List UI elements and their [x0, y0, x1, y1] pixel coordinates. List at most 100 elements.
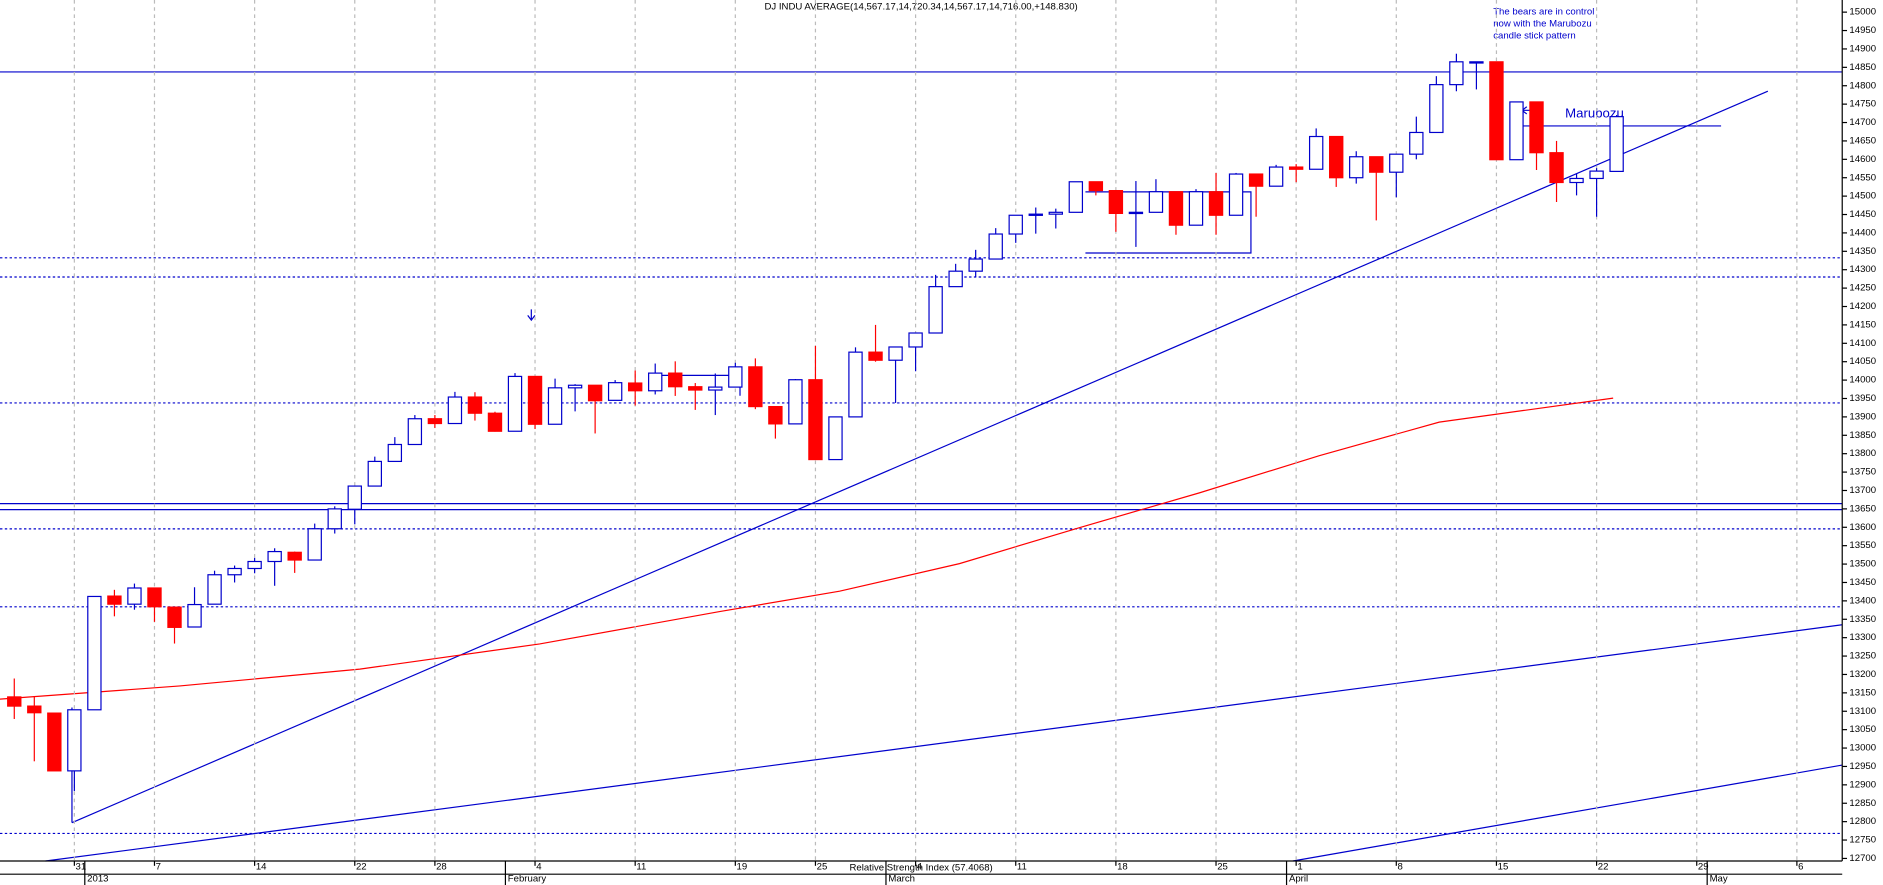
- y-tick-label: 15000: [1849, 7, 1876, 18]
- candle-body: [107, 595, 122, 605]
- candle-body: [1509, 101, 1524, 161]
- annotation: now with the Marubozu: [1493, 19, 1592, 30]
- arrow: [527, 309, 536, 322]
- y-tick-label: 14950: [1849, 25, 1876, 36]
- month-label: March: [888, 874, 915, 885]
- candle-body: [627, 382, 643, 392]
- candle-body: [1008, 214, 1023, 235]
- candle-body: [1088, 181, 1104, 192]
- y-tick-label: 14000: [1849, 375, 1876, 386]
- y-tick-label: 14600: [1849, 154, 1876, 165]
- candle-body: [387, 443, 403, 463]
- y-tick-label: 14150: [1849, 319, 1876, 330]
- x-tick-label: 22: [1598, 862, 1609, 873]
- candle-body: [1489, 61, 1504, 161]
- candle-body: [828, 416, 843, 461]
- candle-body: [447, 396, 463, 425]
- annotation: The bears are in control: [1493, 7, 1594, 18]
- x-tick-label: 28: [436, 862, 447, 873]
- y-tick-label: 13350: [1849, 614, 1876, 625]
- y-tick-label: 14400: [1849, 227, 1876, 238]
- candle-body: [888, 346, 903, 361]
- y-tick-label: 14050: [1849, 356, 1876, 367]
- y-tick-label: 13300: [1849, 632, 1876, 643]
- candle-body: [988, 233, 1003, 260]
- y-tick-label: 14700: [1849, 117, 1876, 128]
- candle-body: [808, 379, 823, 461]
- candle-body: [1168, 191, 1184, 226]
- candle-body: [407, 418, 423, 446]
- y-tick-label: 13750: [1849, 467, 1876, 478]
- y-tick-label: 13850: [1849, 430, 1876, 441]
- dashed-levels: [0, 257, 1843, 835]
- x-tick-label: 22: [356, 862, 367, 873]
- candle-body: [908, 332, 923, 348]
- x-tick-label: 8: [1397, 862, 1402, 873]
- y-tick-label: 14500: [1849, 191, 1876, 202]
- candle-body: [127, 587, 142, 605]
- candle-body: [487, 412, 503, 432]
- candle-body: [1449, 61, 1464, 86]
- y-tick-label: 13550: [1849, 540, 1876, 551]
- candle-body: [167, 606, 182, 628]
- y-tick-label: 13150: [1849, 687, 1876, 698]
- candle-body: [267, 550, 282, 563]
- candle-body: [67, 709, 82, 772]
- candle-body: [207, 574, 222, 605]
- candle-body: [587, 384, 603, 402]
- y-tick-label: 14350: [1849, 246, 1876, 257]
- y-tick-label: 13900: [1849, 411, 1876, 422]
- candle-body: [848, 351, 863, 418]
- y-tick-label: 12850: [1849, 798, 1876, 809]
- candle-body: [728, 366, 743, 388]
- candle-body: [1308, 135, 1324, 170]
- candle-body: [427, 418, 443, 425]
- candle-body: [507, 375, 523, 432]
- candle-body: [1108, 190, 1124, 215]
- y-tick-label: 14450: [1849, 209, 1876, 220]
- y-tick-label: 14800: [1849, 80, 1876, 91]
- candle-body: [1188, 191, 1204, 226]
- y-tick-label: 13050: [1849, 724, 1876, 735]
- candle-body: [27, 705, 42, 714]
- x-tick-label: 6: [1798, 862, 1803, 873]
- range-box: [1085, 191, 1252, 254]
- y-tick-label: 12900: [1849, 779, 1876, 790]
- candle-body: [47, 712, 62, 772]
- candle-body: [327, 508, 342, 530]
- candle-body: [567, 384, 583, 389]
- candle-body: [87, 595, 102, 711]
- candle-body: [1469, 61, 1484, 64]
- candle-body: [1369, 156, 1384, 173]
- month-label: 2013: [87, 874, 108, 885]
- y-tick-label: 12750: [1849, 835, 1876, 846]
- candle-body: [547, 387, 563, 425]
- x-tick-label: 4: [917, 862, 923, 873]
- x-tick-label: 15: [1498, 862, 1509, 873]
- month-label: April: [1289, 874, 1308, 885]
- x-tick-label: 25: [817, 862, 828, 873]
- x-tick-label: 7: [156, 862, 161, 873]
- candle-body: [1148, 191, 1164, 213]
- candle-body: [7, 696, 22, 707]
- trend-line: [1292, 764, 1843, 862]
- candle-body: [367, 460, 382, 487]
- x-tick-label: 11: [636, 862, 646, 873]
- y-tick-label: 13700: [1849, 485, 1876, 496]
- candle-body: [147, 587, 162, 608]
- y-tick-label: 14200: [1849, 301, 1876, 312]
- x-tick-label: 1: [1297, 862, 1302, 873]
- y-tick-label: 13400: [1849, 595, 1876, 606]
- candle-body: [187, 603, 202, 628]
- y-tick-label: 13500: [1849, 559, 1876, 570]
- y-tick-label: 13800: [1849, 448, 1876, 459]
- y-tick-label: 14300: [1849, 264, 1876, 275]
- candle-body: [1409, 131, 1424, 155]
- indicator-label: Relative Strength Index (57.4068): [849, 863, 992, 874]
- candle-body: [1068, 181, 1084, 213]
- candle-body: [1268, 166, 1284, 187]
- y-tick-label: 13250: [1849, 651, 1876, 662]
- candle-body: [1429, 84, 1444, 134]
